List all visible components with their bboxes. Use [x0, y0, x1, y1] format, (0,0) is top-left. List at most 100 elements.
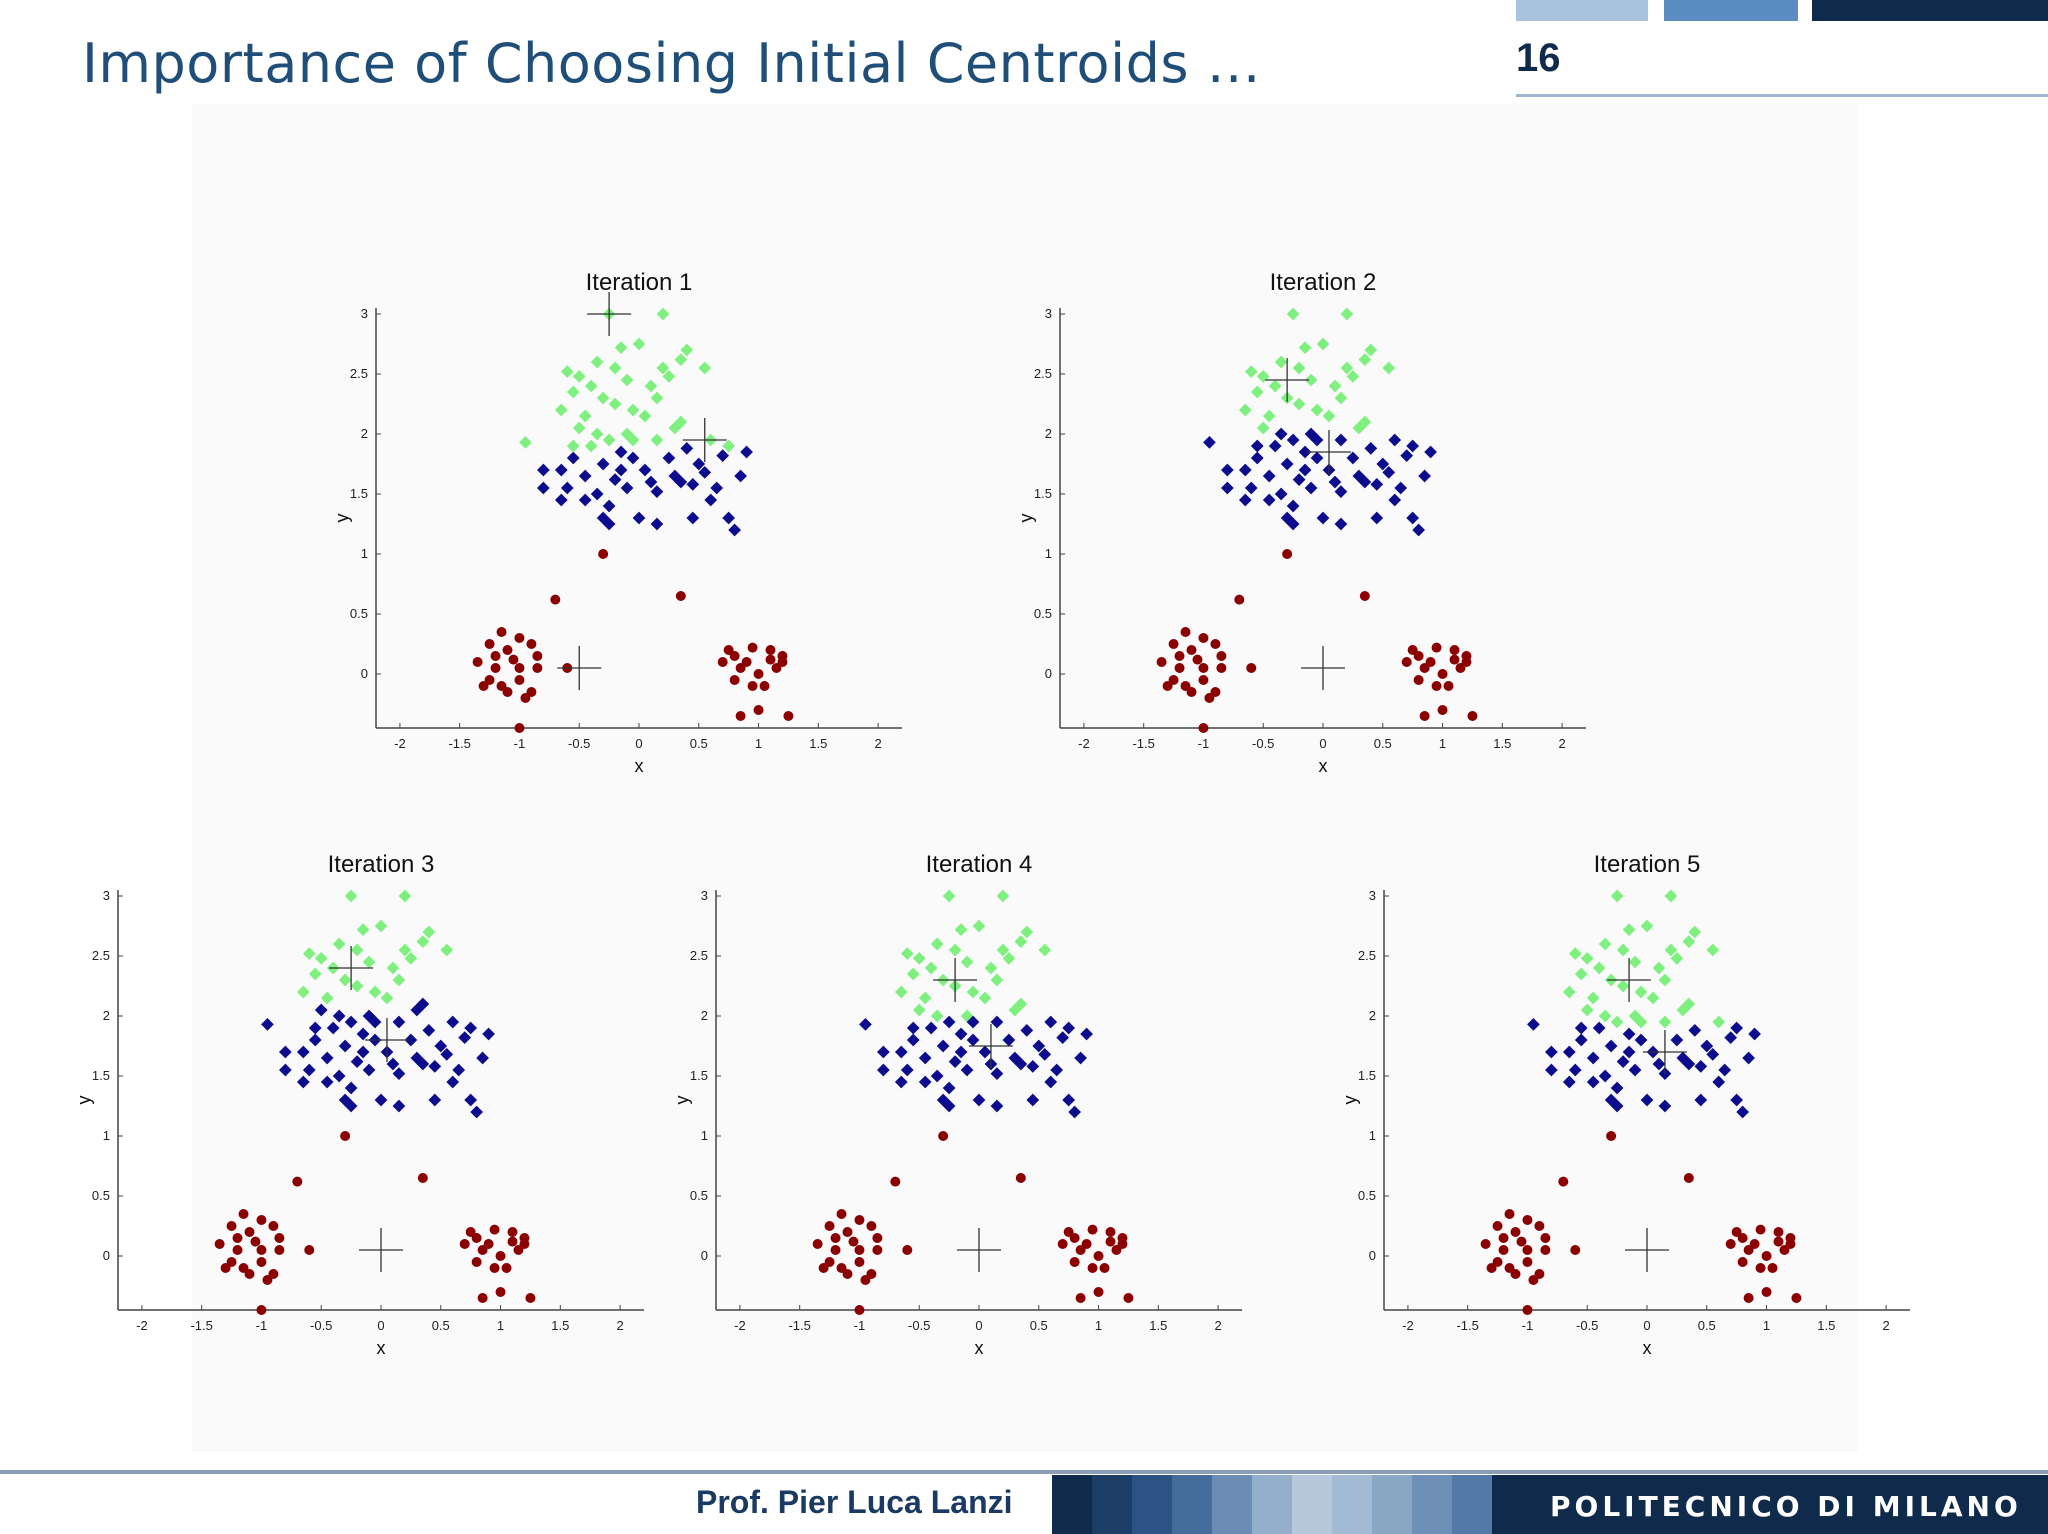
- data-point-green: [614, 341, 628, 354]
- data-point-red: [1401, 657, 1412, 667]
- data-point-blue: [930, 1069, 944, 1083]
- data-point-blue: [1730, 1021, 1744, 1035]
- data-point-green: [584, 379, 598, 393]
- data-point-red: [1234, 594, 1245, 605]
- data-point-green: [1262, 409, 1276, 423]
- data-point-red: [304, 1245, 315, 1255]
- data-point-green: [1274, 355, 1288, 369]
- data-point-green: [1634, 985, 1648, 999]
- data-point-red: [526, 639, 537, 649]
- data-point-red: [478, 681, 489, 691]
- data-point-blue: [614, 445, 628, 459]
- data-point-green: [1658, 1015, 1672, 1029]
- data-point-red: [514, 663, 525, 673]
- data-point-blue: [1328, 475, 1342, 489]
- y-tick-label: 0.5: [1358, 1188, 1376, 1203]
- x-tick-label: -0.5: [568, 736, 590, 751]
- data-point-blue: [392, 1099, 406, 1113]
- data-point-red: [1413, 675, 1424, 685]
- data-point-green: [1256, 370, 1270, 383]
- data-point-blue: [990, 1099, 1004, 1113]
- data-point-blue: [602, 499, 616, 513]
- data-point-red: [783, 711, 794, 721]
- data-point-blue: [386, 1057, 400, 1071]
- data-point-red: [854, 1245, 865, 1255]
- data-point-green: [1712, 1015, 1726, 1029]
- x-tick-label: -2: [394, 736, 406, 751]
- data-point-red: [1773, 1236, 1784, 1247]
- data-point-blue: [578, 469, 592, 483]
- data-point-blue: [1370, 511, 1384, 525]
- data-point-red: [1486, 1263, 1497, 1273]
- data-point-green: [338, 973, 352, 987]
- data-point-red: [753, 669, 764, 679]
- y-axis-label: y: [1340, 1096, 1360, 1105]
- data-point-red: [872, 1245, 883, 1255]
- data-point-green: [572, 421, 586, 435]
- data-point-green: [380, 991, 394, 1005]
- data-point-green: [1688, 925, 1702, 939]
- data-point-red: [1204, 693, 1215, 703]
- data-point-red: [490, 651, 501, 661]
- data-point-red: [854, 1215, 865, 1225]
- data-point-blue: [942, 1015, 956, 1029]
- data-point-blue: [464, 1021, 478, 1035]
- data-point-green: [308, 967, 322, 981]
- data-point-green: [1610, 1015, 1624, 1029]
- data-point-blue: [1412, 523, 1426, 537]
- data-point-red: [507, 1227, 518, 1237]
- x-tick-label: -1.5: [788, 1318, 810, 1333]
- footer-institution: POLITECNICO DI MILANO: [1550, 1490, 2022, 1523]
- footer-rule: [0, 1470, 2048, 1474]
- data-point-blue: [1268, 439, 1282, 453]
- data-point-green: [566, 385, 580, 399]
- x-tick-label: 0: [635, 736, 642, 751]
- x-tick-label: -1: [256, 1318, 268, 1333]
- data-point-green: [1238, 403, 1252, 417]
- data-point-red: [824, 1221, 835, 1231]
- data-point-blue: [374, 1093, 388, 1107]
- data-point-red: [1522, 1245, 1533, 1255]
- data-point-red: [1216, 651, 1227, 661]
- data-point-blue: [1394, 481, 1408, 495]
- x-tick-label: 1.5: [551, 1318, 569, 1333]
- data-point-blue: [1250, 451, 1264, 465]
- x-axis-label: x: [1643, 1338, 1652, 1358]
- data-point-red: [1461, 657, 1472, 667]
- data-point-blue: [1400, 449, 1414, 462]
- y-tick-label: 0: [701, 1248, 708, 1263]
- data-point-blue: [296, 1045, 310, 1059]
- data-point-blue: [1316, 511, 1330, 525]
- data-point-green: [1020, 925, 1034, 939]
- data-point-green: [1640, 919, 1654, 933]
- data-point-blue: [332, 1069, 346, 1083]
- data-point-red: [472, 657, 483, 667]
- data-point-red: [890, 1176, 901, 1187]
- data-point-red: [1534, 1221, 1545, 1231]
- data-point-green: [1334, 391, 1348, 405]
- data-point-green: [1682, 935, 1696, 948]
- data-point-red: [256, 1245, 267, 1255]
- data-point-green: [554, 403, 568, 417]
- data-point-blue: [710, 481, 724, 495]
- data-point-blue: [458, 1031, 472, 1044]
- data-point-blue: [1044, 1075, 1058, 1089]
- data-point-green: [1646, 991, 1660, 1005]
- data-point-red: [1198, 633, 1209, 643]
- data-point-red: [238, 1209, 249, 1219]
- data-point-red: [735, 711, 746, 721]
- data-point-red: [765, 645, 776, 655]
- data-point-green: [626, 403, 640, 417]
- y-tick-label: 0: [1045, 666, 1052, 681]
- data-point-green: [656, 361, 670, 375]
- x-axis-label: x: [1319, 756, 1328, 776]
- header-bar-segment: [1664, 0, 1798, 21]
- data-point-red: [1791, 1293, 1802, 1303]
- y-tick-label: 0: [1369, 1248, 1376, 1263]
- data-point-green: [1382, 361, 1396, 375]
- data-point-blue: [1274, 487, 1288, 501]
- x-tick-label: 0: [1643, 1318, 1650, 1333]
- data-point-green: [1244, 365, 1258, 378]
- data-point-red: [1540, 1233, 1551, 1243]
- data-point-red: [250, 1236, 261, 1247]
